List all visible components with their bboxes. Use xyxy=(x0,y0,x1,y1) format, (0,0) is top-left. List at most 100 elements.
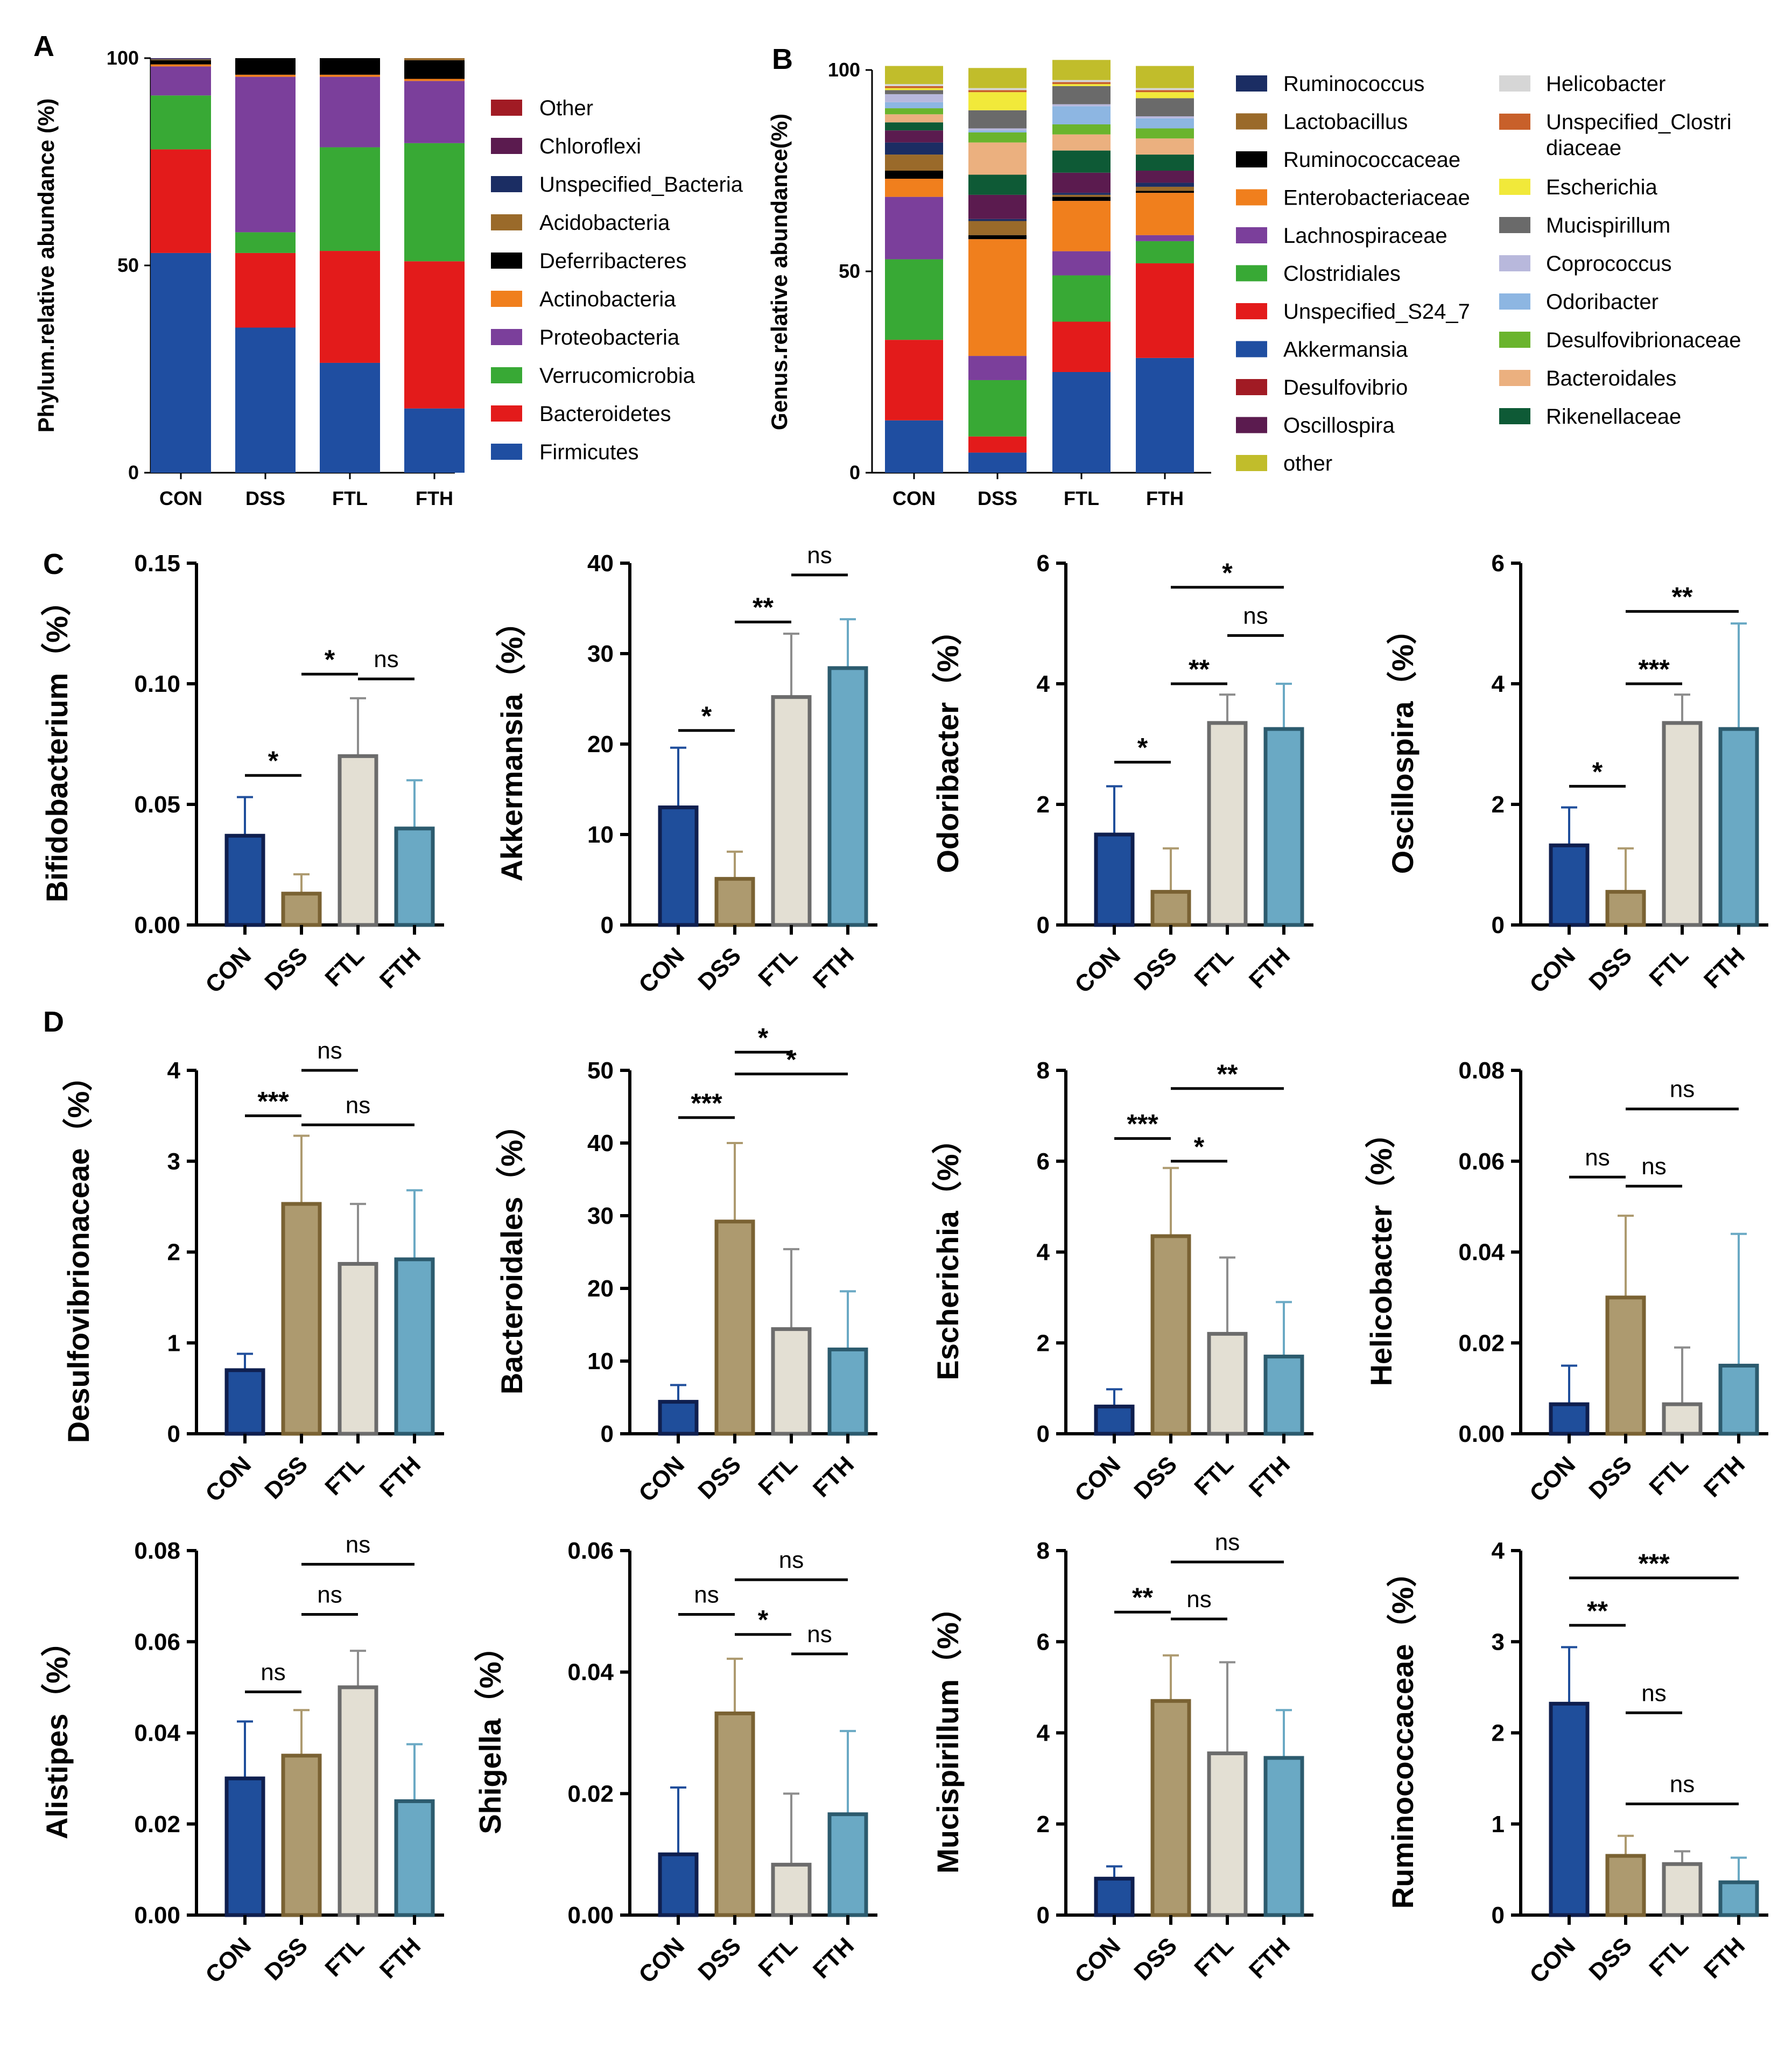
bar-segment-unspecified-bacteria xyxy=(151,58,211,60)
significance-label: ns xyxy=(261,1659,285,1685)
significance-label: * xyxy=(701,701,712,731)
x-tick-label: FTH xyxy=(1146,487,1184,509)
y-tick-label: 2 xyxy=(1492,1720,1505,1747)
legend-label: Lachnospiraceae xyxy=(1283,224,1447,248)
y-tick-label: 0.05 xyxy=(134,791,180,818)
bar-segment-proteobacteria xyxy=(404,81,465,143)
x-tick-label: CON xyxy=(159,487,202,509)
bar-segment-ruminococcus xyxy=(1052,193,1111,195)
bar-fth xyxy=(1718,727,1759,927)
bar-segment-escherichia xyxy=(968,92,1027,110)
y-tick-label: 0.10 xyxy=(134,671,180,697)
bar-fth xyxy=(394,826,435,927)
x-tick-label: CON xyxy=(634,942,690,998)
bar-segment-deferribacteres xyxy=(151,60,211,65)
legend-label: Actinobacteria xyxy=(539,288,676,311)
x-tick-label: CON xyxy=(1070,942,1126,998)
y-tick-label: 0.02 xyxy=(134,1811,180,1838)
bar-con xyxy=(1549,843,1590,927)
y-tick-label: 40 xyxy=(587,1130,614,1156)
bar-segment-oscillospira xyxy=(1052,172,1111,193)
y-tick-label: 0 xyxy=(601,1421,614,1447)
legend-label: Desulfovibrio xyxy=(1283,376,1408,399)
bar-segment-lachnospiraceae xyxy=(1136,235,1194,241)
y-tick-label: 8 xyxy=(1037,1057,1050,1084)
legend-swatch xyxy=(491,176,522,192)
y-tick-label: 0 xyxy=(849,461,860,483)
y-tick-label: 0.15 xyxy=(134,550,180,577)
significance-label: ns xyxy=(346,1531,370,1558)
significance-label: * xyxy=(758,1022,769,1053)
bar-dss xyxy=(1605,889,1646,927)
legend-label: Ruminococcus xyxy=(1283,72,1424,96)
legend-swatch xyxy=(491,138,522,154)
x-tick-label: FTL xyxy=(1644,942,1693,992)
y-axis-label: Oscillospira（%） xyxy=(1386,614,1419,874)
bar-segment-enterobacteriaceae xyxy=(1052,201,1111,251)
bar-con xyxy=(658,1400,699,1436)
x-tick-label: DSS xyxy=(1129,942,1182,996)
legend-label: Desulfovibrionaceae xyxy=(1546,328,1741,352)
bar-segment-proteobacteria xyxy=(151,66,211,96)
x-tick-label: FTH xyxy=(1699,942,1750,993)
y-tick-label: 4 xyxy=(167,1057,181,1084)
y-axis-label: Alistipes（%） xyxy=(40,1627,74,1839)
y-tick-label: 20 xyxy=(587,1275,614,1302)
bar-segment-coprococcus xyxy=(1136,116,1194,118)
legend-label: Lactobacillus xyxy=(1283,110,1408,134)
significance-label: * xyxy=(786,1044,797,1075)
x-tick-label: CON xyxy=(634,1932,690,1988)
significance-label: ns xyxy=(1186,1586,1211,1613)
bar-segment-deferribacteres xyxy=(404,60,465,79)
x-tick-label: FTL xyxy=(753,1932,803,1982)
bar-segment-unspecified-clostridiaceae xyxy=(885,86,943,88)
significance-label: * xyxy=(1222,558,1233,588)
significance-label: * xyxy=(268,746,279,776)
panel-label-c: C xyxy=(43,548,64,580)
bar-ftl xyxy=(1662,1402,1703,1436)
bar-fth xyxy=(1718,1880,1759,1917)
panel-label-d: D xyxy=(43,1006,64,1038)
legend-label: Rikenellaceae xyxy=(1546,405,1681,429)
legend-swatch xyxy=(491,291,522,307)
legend-swatch xyxy=(491,100,522,116)
y-tick-label: 30 xyxy=(587,1203,614,1229)
y-tick-label: 2 xyxy=(1037,791,1050,818)
bar-segment-verrucomicrobia xyxy=(151,95,211,150)
legend-swatch xyxy=(491,405,522,422)
chart-d4-group: 0.00 0.02 0.04 0.06 0.08 CON DSS FTL FTH ns ns ns He… xyxy=(1364,1057,1768,1507)
bar-segment-ruminococcaceae xyxy=(968,235,1027,240)
legend-label: Escherichia xyxy=(1546,176,1658,199)
bar-fth xyxy=(394,1257,435,1436)
x-tick-label: FTH xyxy=(1699,1932,1750,1983)
bar-ftl xyxy=(771,695,812,927)
legend-b: Ruminococcus Lactobacillus Ruminococcaceae… xyxy=(1236,72,1741,475)
legend-swatch xyxy=(1499,293,1530,310)
bar-segment-firmicutes xyxy=(151,253,211,473)
x-tick-label: DSS xyxy=(259,1932,313,1986)
y-tick-label: 0.04 xyxy=(1458,1239,1505,1266)
bar-dss xyxy=(714,1219,755,1436)
bar-segment-acidobacteria xyxy=(404,58,465,60)
legend-label: Bacteroidetes xyxy=(539,402,671,426)
bar-segment-coprococcus xyxy=(1052,104,1111,107)
legend-label: Chloroflexi xyxy=(539,135,641,158)
legend-label: Helicobacter xyxy=(1546,72,1665,96)
y-axis-label: Mucispirillum（%） xyxy=(931,1592,965,1874)
legend-swatch xyxy=(1236,265,1267,282)
bar-segment-enterobacteriaceae xyxy=(968,239,1027,356)
bar-segment-odoribacter xyxy=(1052,106,1111,124)
y-tick-label: 0.00 xyxy=(134,1902,180,1929)
bar-dss xyxy=(714,1711,755,1917)
bar-segment-mucispirillum xyxy=(1052,86,1111,104)
significance-label: * xyxy=(1137,733,1148,763)
bar-segment-coprococcus xyxy=(968,128,1027,131)
legend-label: Unspecified_Clostri xyxy=(1546,110,1732,134)
y-axis-label: Akkermansia（%） xyxy=(495,607,529,881)
x-tick-label: FTH xyxy=(1244,1932,1295,1983)
y-tick-label: 50 xyxy=(117,254,139,276)
x-tick-label: FTL xyxy=(1189,1932,1239,1982)
y-tick-label: 40 xyxy=(587,550,614,577)
